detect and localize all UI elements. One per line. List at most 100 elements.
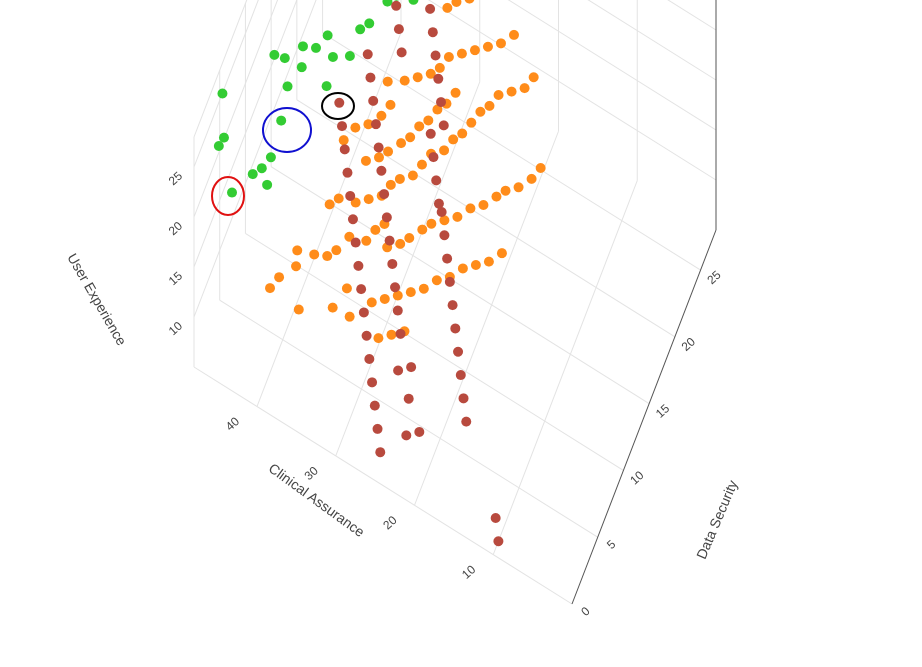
data-point[interactable] bbox=[495, 38, 506, 49]
data-point[interactable] bbox=[361, 235, 372, 246]
data-point[interactable] bbox=[482, 41, 493, 52]
data-point[interactable] bbox=[373, 333, 384, 344]
data-point[interactable] bbox=[363, 194, 374, 205]
data-point[interactable] bbox=[356, 284, 367, 295]
data-point[interactable] bbox=[385, 179, 396, 190]
data-point[interactable] bbox=[365, 72, 376, 83]
data-point[interactable] bbox=[292, 245, 303, 256]
data-point[interactable] bbox=[333, 193, 344, 204]
data-point[interactable] bbox=[392, 305, 403, 316]
data-point[interactable] bbox=[392, 0, 402, 1]
data-point[interactable] bbox=[309, 249, 320, 260]
data-point[interactable] bbox=[493, 536, 504, 547]
data-point[interactable] bbox=[528, 72, 539, 83]
data-point[interactable] bbox=[376, 110, 387, 121]
data-point[interactable] bbox=[450, 87, 461, 98]
data-point[interactable] bbox=[390, 282, 401, 293]
data-point[interactable] bbox=[436, 97, 447, 108]
data-point[interactable] bbox=[433, 73, 444, 84]
data-point[interactable] bbox=[387, 258, 398, 269]
data-point[interactable] bbox=[406, 362, 417, 373]
data-point[interactable] bbox=[321, 81, 332, 92]
data-point[interactable] bbox=[345, 190, 356, 201]
data-point[interactable] bbox=[322, 30, 333, 41]
data-point[interactable] bbox=[508, 29, 519, 40]
data-point[interactable] bbox=[453, 346, 464, 357]
data-point[interactable] bbox=[341, 283, 352, 294]
data-point[interactable] bbox=[484, 100, 495, 111]
data-point[interactable] bbox=[483, 256, 494, 267]
data-point[interactable] bbox=[438, 120, 449, 131]
data-point[interactable] bbox=[297, 41, 308, 52]
data-point[interactable] bbox=[431, 175, 442, 186]
data-point[interactable] bbox=[393, 24, 404, 35]
data-point[interactable] bbox=[412, 72, 423, 83]
data-point[interactable] bbox=[535, 162, 546, 173]
data-point[interactable] bbox=[500, 185, 511, 196]
data-point[interactable] bbox=[369, 400, 380, 411]
data-point[interactable] bbox=[363, 119, 374, 130]
data-point[interactable] bbox=[457, 128, 468, 139]
data-point[interactable] bbox=[491, 191, 502, 202]
data-point[interactable] bbox=[358, 307, 369, 318]
data-point[interactable] bbox=[448, 134, 459, 145]
data-point[interactable] bbox=[432, 104, 443, 115]
data-point[interactable] bbox=[218, 132, 229, 143]
data-point[interactable] bbox=[370, 224, 381, 235]
data-point[interactable] bbox=[265, 152, 276, 163]
data-point[interactable] bbox=[291, 261, 302, 272]
data-point[interactable] bbox=[331, 245, 342, 256]
data-point[interactable] bbox=[414, 121, 425, 132]
data-point[interactable] bbox=[493, 89, 504, 100]
data-point[interactable] bbox=[399, 75, 410, 86]
data-point[interactable] bbox=[414, 426, 425, 437]
data-point[interactable] bbox=[430, 50, 441, 61]
data-point[interactable] bbox=[442, 253, 453, 264]
data-point[interactable] bbox=[513, 182, 524, 193]
data-point[interactable] bbox=[385, 99, 396, 110]
data-point[interactable] bbox=[370, 119, 381, 130]
data-point[interactable] bbox=[404, 232, 415, 243]
data-point[interactable] bbox=[293, 304, 304, 315]
data-point[interactable] bbox=[373, 152, 384, 163]
data-point[interactable] bbox=[395, 328, 406, 339]
data-point[interactable] bbox=[452, 211, 463, 222]
data-point[interactable] bbox=[353, 260, 364, 271]
data-point[interactable] bbox=[439, 215, 450, 226]
data-point[interactable] bbox=[350, 237, 361, 248]
data-point[interactable] bbox=[247, 169, 258, 180]
data-point[interactable] bbox=[526, 173, 537, 184]
data-point[interactable] bbox=[407, 170, 418, 181]
data-point[interactable] bbox=[386, 329, 397, 340]
data-point[interactable] bbox=[393, 365, 404, 376]
data-point[interactable] bbox=[464, 0, 475, 4]
data-point[interactable] bbox=[394, 173, 405, 184]
data-point[interactable] bbox=[344, 231, 355, 242]
data-point[interactable] bbox=[339, 144, 350, 155]
data-point[interactable] bbox=[379, 293, 390, 304]
data-point[interactable] bbox=[334, 97, 345, 108]
data-point[interactable] bbox=[372, 423, 383, 434]
data-point[interactable] bbox=[375, 447, 386, 458]
data-point[interactable] bbox=[296, 62, 307, 73]
data-point[interactable] bbox=[274, 272, 285, 283]
data-point[interactable] bbox=[470, 260, 481, 271]
data-point[interactable] bbox=[213, 140, 224, 151]
data-point[interactable] bbox=[423, 115, 434, 126]
data-point[interactable] bbox=[368, 95, 379, 106]
data-point[interactable] bbox=[324, 199, 335, 210]
data-point[interactable] bbox=[347, 214, 358, 225]
data-point[interactable] bbox=[475, 106, 486, 117]
data-point[interactable] bbox=[427, 27, 438, 38]
data-point[interactable] bbox=[355, 24, 366, 35]
data-point[interactable] bbox=[373, 142, 384, 153]
data-point[interactable] bbox=[466, 117, 477, 128]
data-point[interactable] bbox=[457, 263, 468, 274]
data-point[interactable] bbox=[442, 2, 453, 13]
data-point[interactable] bbox=[276, 115, 287, 126]
data-point[interactable] bbox=[382, 76, 393, 87]
data-point[interactable] bbox=[344, 51, 355, 62]
data-point[interactable] bbox=[436, 206, 447, 217]
data-point[interactable] bbox=[327, 302, 338, 313]
